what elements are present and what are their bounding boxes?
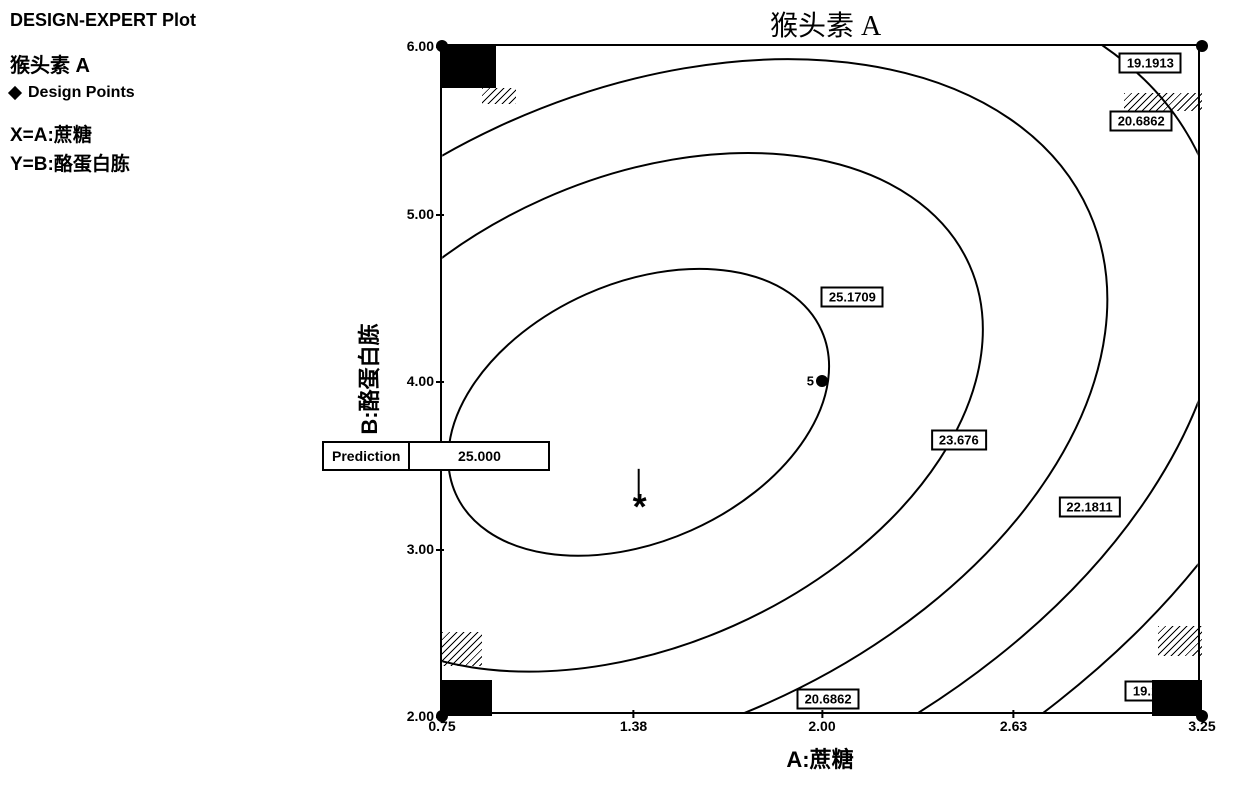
y-axis-definition: Y=B:酪蛋白胨: [10, 151, 310, 180]
corner-marker: [1152, 680, 1202, 716]
hatch-region: [1124, 93, 1202, 111]
design-points-label: Design Points: [28, 84, 135, 101]
design-point: [1196, 40, 1208, 52]
x-tick: 2.63: [1000, 712, 1027, 734]
hatch-region: [482, 88, 516, 104]
x-axis-label: A:蔗糖: [786, 742, 853, 774]
design-point-rep-label: 5: [807, 374, 814, 389]
chart-title: 猴头素 A: [770, 4, 881, 44]
contour-label: 19.1913: [1119, 52, 1182, 73]
prediction-label: Prediction: [322, 441, 410, 471]
contour-label: 20.6862: [797, 689, 860, 710]
prediction-flag: Prediction25.000: [322, 441, 550, 471]
contour-label: 20.6862: [1110, 111, 1173, 132]
diamond-icon: [8, 86, 22, 100]
x-axis-definition: X=A:蔗糖: [10, 122, 310, 151]
x-tick: 1.38: [620, 712, 647, 734]
y-tick: 3.00: [407, 541, 442, 557]
y-tick: 5.00: [407, 206, 442, 222]
prediction-value: 25.000: [410, 441, 550, 471]
software-title: DESIGN-EXPERT Plot: [10, 10, 310, 31]
contour-plot: A:蔗糖 B:酪蛋白胨 2.003.004.005.006.000.751.38…: [440, 44, 1200, 714]
corner-marker: [442, 680, 492, 716]
design-points-legend: Design Points: [10, 84, 310, 102]
y-tick: 4.00: [407, 373, 442, 389]
response-name: 猴头素 A: [10, 49, 310, 78]
prediction-star-icon: *: [633, 498, 647, 516]
legend-panel: DESIGN-EXPERT Plot 猴头素 A Design Points X…: [10, 10, 310, 179]
design-point: [816, 375, 828, 387]
hatch-region: [1158, 626, 1202, 656]
contour-label: 25.1709: [821, 287, 884, 308]
y-axis-label: B:酪蛋白胨: [352, 323, 384, 434]
hatch-region: [442, 632, 482, 666]
corner-marker: [442, 46, 496, 88]
x-tick: 2.00: [808, 712, 835, 734]
contour-label: 23.676: [931, 429, 987, 450]
contour-label: 22.1811: [1058, 496, 1120, 517]
